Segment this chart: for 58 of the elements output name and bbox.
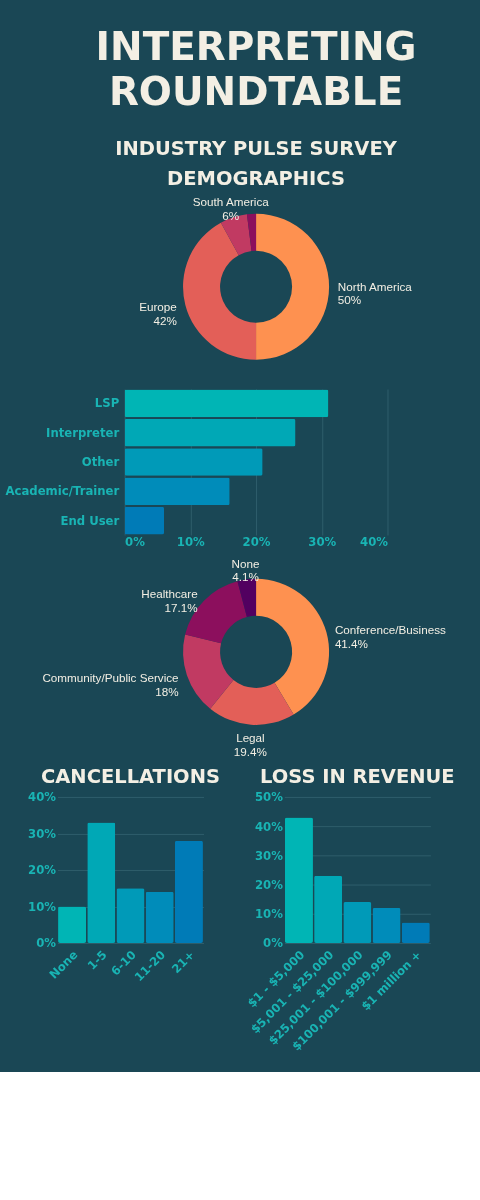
y-tick-label: 40% [28,790,57,805]
data-label: 19.4% [233,744,267,758]
slice-label: Europe [139,299,177,313]
y-tick-label: Other [81,454,120,469]
donut-slice [183,634,234,709]
x-tick-label: 30% [308,535,337,550]
x-tick-label: 40% [360,535,389,550]
bar [401,922,430,943]
bar [343,902,372,943]
data-label: 18% [155,684,179,698]
data-label: 6% [222,208,240,222]
y-tick-label: 20% [28,863,57,878]
chart-title: LOSS IN REVENUE [260,765,455,789]
y-tick-label: 0% [263,936,284,951]
x-tick-label: 10% [176,535,206,550]
y-tick-label: Interpreter [46,425,120,440]
data-label: 50% [337,293,362,307]
y-tick-label: End User [60,513,120,528]
y-tick-label: 40% [254,819,284,834]
y-tick-label: 30% [28,826,57,841]
y-tick-label: 30% [254,848,284,863]
data-label: 41.4% [334,636,368,650]
text: INDUSTRY PULSE SURVEY [115,137,398,161]
slice-label: North America [337,279,413,293]
data-label: 42% [153,313,177,327]
x-tick-label: 0% [125,535,146,550]
slice-label: Healthcare [141,587,198,601]
slice-label: Conference/Business [334,622,446,636]
y-tick-label: 10% [254,907,284,922]
slice-label: Community/Public Service [42,671,179,684]
bar [58,906,87,943]
y-tick-label: 0% [36,936,57,951]
bar [145,891,174,943]
data-label: 17.1% [164,601,198,615]
donut-slice [256,213,329,360]
data-label: 4.1% [232,570,259,584]
donut-slice [210,679,294,725]
y-tick-label: LSP [94,396,120,411]
y-tick-label: 50% [254,790,284,805]
donut-slice [183,222,257,360]
bar [174,840,203,943]
bar [87,822,116,943]
text: INTERPRETING ROUNDTABLE [95,23,417,114]
x-tick-label: 20% [242,535,271,550]
y-tick-label: 20% [254,877,284,892]
slice-label: South America [192,195,270,209]
bar [314,875,343,943]
donut-slice [246,213,257,252]
y-tick-label: 10% [28,899,57,914]
bar [116,888,145,943]
chart-title: DEMOGRAPHICS [167,166,346,190]
y-tick-label: Academic/Trainer [5,484,120,499]
chart-title: CANCELLATIONS [40,765,220,789]
bar [284,817,313,943]
slice-label: None [231,556,260,570]
slice-label: Legal [236,731,265,745]
bar [372,907,401,943]
donut-slice [220,214,252,256]
